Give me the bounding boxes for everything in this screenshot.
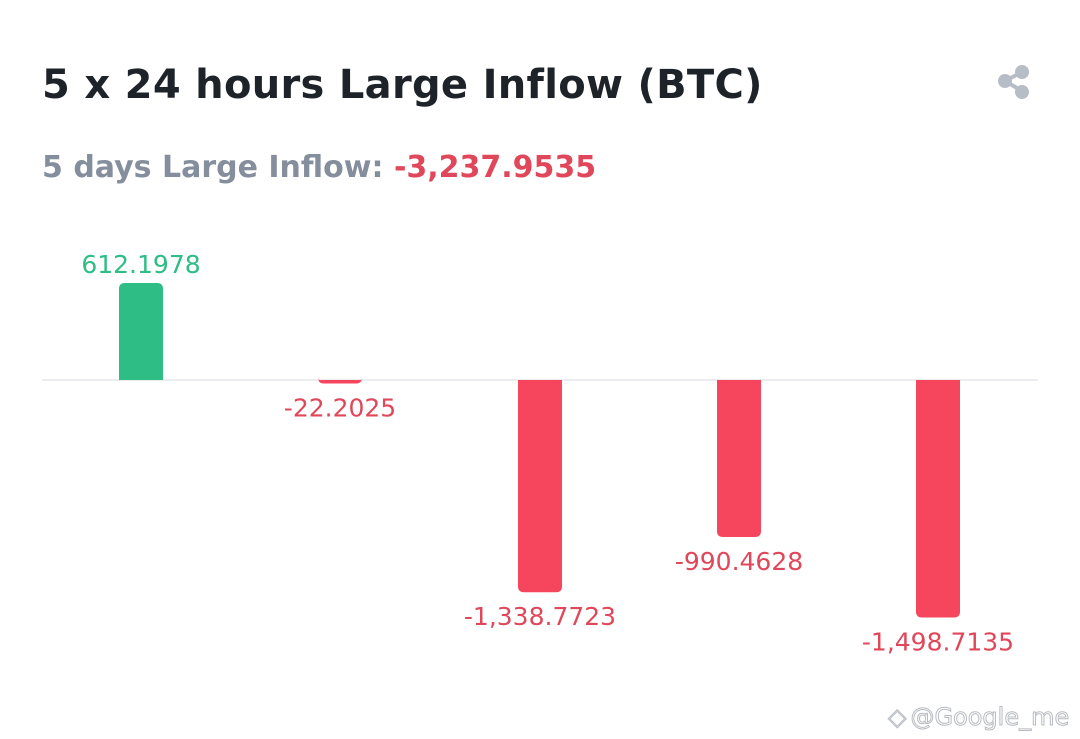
bar-3 xyxy=(518,380,562,593)
watermark: ◇ @Google_me xyxy=(887,703,1070,732)
chart-title: 5 x 24 hours Large Inflow (BTC) xyxy=(42,62,763,108)
watermark-logo-icon: ◇ xyxy=(887,703,907,732)
summary-label: 5 days Large Inflow: xyxy=(42,150,384,185)
data-label-5: -1,498.7135 xyxy=(862,628,1014,657)
bar-1 xyxy=(119,282,163,380)
share-icon[interactable] xyxy=(996,64,1032,100)
data-label-3: -1,338.7723 xyxy=(464,602,616,631)
watermark-text: @Google_me xyxy=(910,703,1070,732)
bar-5 xyxy=(916,380,960,618)
summary-value: -3,237.9535 xyxy=(393,150,597,185)
data-label-4: -990.4628 xyxy=(675,547,803,576)
summary: 5 days Large Inflow: -3,237.9535 xyxy=(42,150,596,185)
bar-4 xyxy=(717,380,761,537)
bar-2 xyxy=(318,377,362,384)
data-label-2: -22.2025 xyxy=(284,394,396,423)
data-label-1: 612.1978 xyxy=(81,250,200,279)
